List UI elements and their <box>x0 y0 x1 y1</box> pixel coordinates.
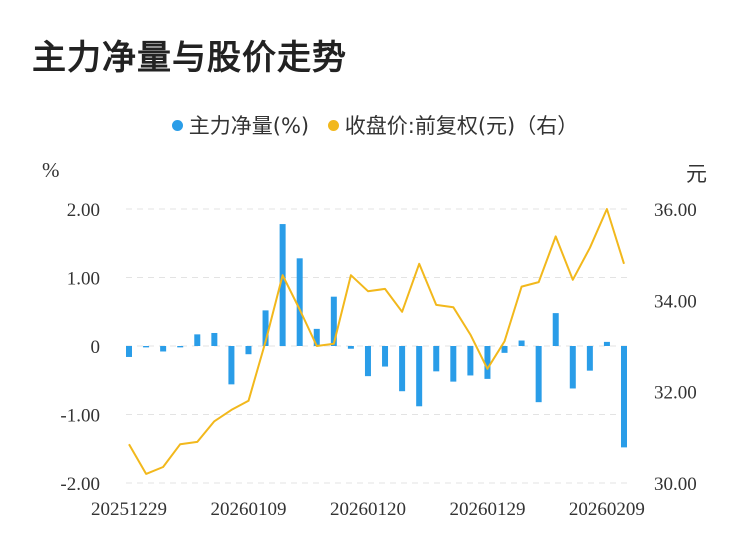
net-flow-bar <box>416 346 423 407</box>
net-flow-bar <box>211 332 218 346</box>
net-flow-bar <box>450 346 457 382</box>
net-flow-bar <box>160 346 167 352</box>
net-flow-bar <box>313 328 320 346</box>
net-flow-bar <box>228 346 235 385</box>
net-flow-bar <box>364 346 371 377</box>
left-axis-tick-label: -1.00 <box>60 406 100 427</box>
net-flow-bar <box>603 341 610 346</box>
right-axis-unit: 元 <box>686 162 707 186</box>
right-axis-tick-label: 34.00 <box>654 291 697 312</box>
left-axis-tick-label: -2.00 <box>60 474 100 495</box>
right-axis-tick-label: 30.00 <box>654 474 697 495</box>
net-flow-bar <box>467 346 474 376</box>
net-flow-bar <box>347 346 354 349</box>
left-axis-tick-label: 0 <box>91 337 101 358</box>
legend-marker-net-flow <box>171 120 183 131</box>
net-flow-bar <box>296 258 303 346</box>
legend-marker-close-price <box>327 120 339 131</box>
right-axis-tick-label: 32.00 <box>654 383 697 404</box>
left-axis-unit: % <box>42 158 60 182</box>
net-flow-bar <box>143 346 150 348</box>
x-axis-tick-label: 20260209 <box>569 499 645 520</box>
net-flow-bar <box>262 310 269 346</box>
net-flow-bar <box>621 346 627 448</box>
net-flow-bar <box>518 340 525 346</box>
chart-title: 主力净量与股价走势 <box>32 38 347 78</box>
net-flow-bar <box>382 346 389 367</box>
net-flow-bar <box>330 296 337 346</box>
x-axis-tick-label: 20251229 <box>91 499 167 520</box>
net-flow-bar <box>569 346 576 389</box>
net-flow-bar <box>586 346 593 371</box>
net-flow-bar <box>245 346 252 355</box>
legend-item-close-price[interactable]: 收盘价:前复权(元)（右） <box>327 110 579 140</box>
legend-label-close-price: 收盘价:前复权(元)（右） <box>344 114 579 138</box>
close-price-line <box>128 208 625 475</box>
net-flow-bar <box>484 346 491 379</box>
net-flow-bar <box>552 313 559 346</box>
x-axis-tick-label: 20260120 <box>330 499 406 520</box>
x-axis-tick-label: 20260129 <box>449 499 525 520</box>
net-flow-bar <box>535 346 542 403</box>
right-axis-tick-label: 36.00 <box>654 200 697 221</box>
legend-label-net-flow: 主力净量(%) <box>188 114 310 138</box>
net-flow-bar <box>433 346 440 372</box>
net-flow-bar <box>399 346 406 392</box>
legend: 主力净量(%) 收盘价:前复权(元)（右） <box>0 110 750 140</box>
net-flow-bar <box>501 346 508 353</box>
left-axis-tick-label: 2.00 <box>67 200 100 221</box>
left-axis-tick-label: 1.00 <box>67 269 100 290</box>
net-flow-bar <box>126 346 132 357</box>
legend-item-net-flow[interactable]: 主力净量(%) <box>171 110 310 140</box>
net-flow-bar <box>194 334 201 346</box>
x-axis-tick-label: 20260109 <box>210 499 286 520</box>
net-flow-bar <box>279 224 286 346</box>
net-flow-bar <box>177 346 184 348</box>
